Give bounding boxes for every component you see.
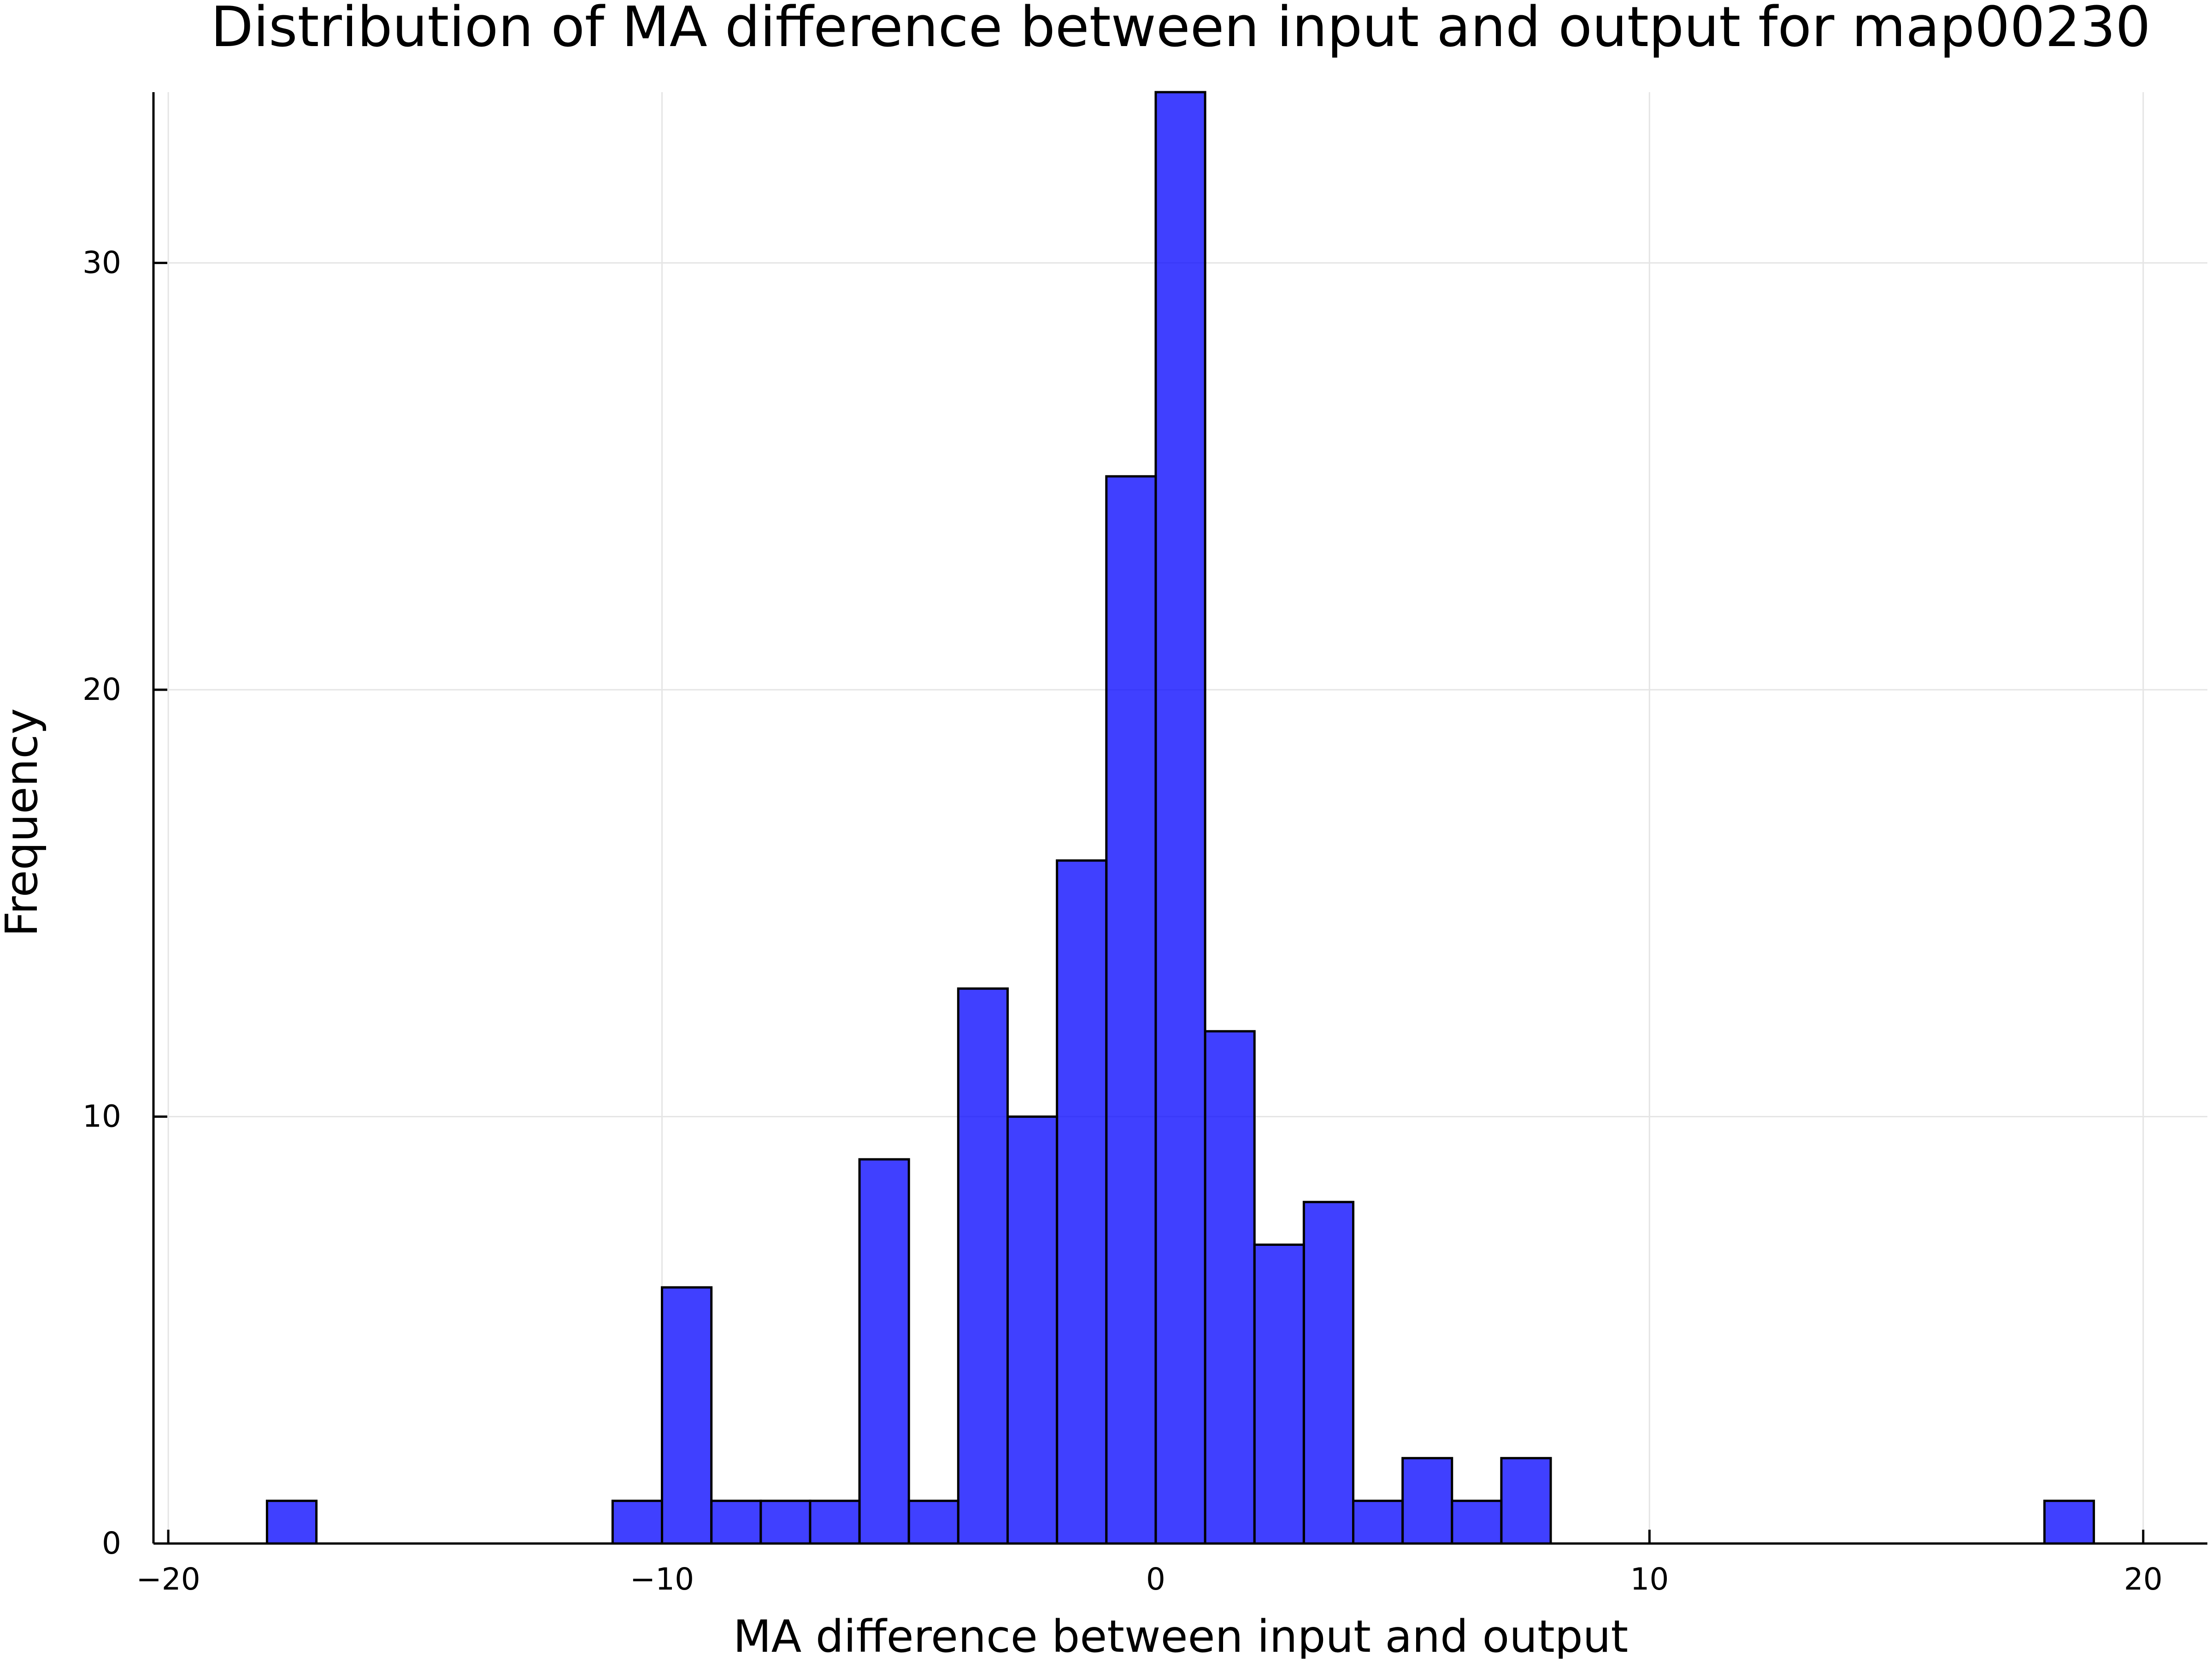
histogram-bar bbox=[661, 1286, 713, 1545]
x-tick-label: −10 bbox=[630, 1561, 694, 1597]
histogram-bar bbox=[611, 1499, 664, 1545]
histogram-bar bbox=[1253, 1243, 1305, 1545]
histogram-bar bbox=[1500, 1457, 1552, 1545]
histogram-bar bbox=[1006, 1115, 1059, 1545]
x-tick-label: 0 bbox=[1146, 1561, 1165, 1597]
y-tick-label: 20 bbox=[82, 672, 121, 707]
histogram-bar bbox=[1451, 1499, 1503, 1545]
histogram-bar bbox=[1056, 859, 1108, 1545]
chart-title: Distribution of MA difference between in… bbox=[211, 0, 2151, 59]
histogram-bar bbox=[809, 1499, 861, 1545]
histogram-bar bbox=[1154, 91, 1206, 1545]
y-axis-label: Frequency bbox=[0, 708, 47, 937]
axes bbox=[152, 92, 2207, 1545]
y-ticks: 0 10 20 30 bbox=[82, 245, 167, 1561]
histogram-bar bbox=[2043, 1499, 2095, 1545]
histogram-bar bbox=[1302, 1201, 1354, 1545]
histogram-bar bbox=[957, 987, 1009, 1545]
histogram-bar bbox=[1105, 475, 1157, 1545]
x-tick-label: 10 bbox=[1630, 1561, 1669, 1597]
y-tick-label: 10 bbox=[82, 1099, 121, 1134]
y-tick-label: 0 bbox=[102, 1526, 121, 1561]
x-tick-label: 20 bbox=[2124, 1561, 2163, 1597]
histogram-bar bbox=[1401, 1457, 1453, 1545]
y-tick-label: 30 bbox=[82, 245, 121, 281]
histogram-bar bbox=[1204, 1030, 1256, 1545]
histogram-bar bbox=[907, 1499, 959, 1545]
x-ticks: −20 −10 0 10 20 bbox=[136, 1530, 2163, 1597]
histogram-bar bbox=[1352, 1499, 1404, 1545]
histogram-bars bbox=[265, 91, 2095, 1545]
histogram-bar bbox=[759, 1499, 812, 1545]
histogram-bar bbox=[710, 1499, 762, 1545]
x-tick-label: −20 bbox=[136, 1561, 200, 1597]
histogram-bar bbox=[858, 1158, 910, 1545]
histogram-bar bbox=[265, 1499, 318, 1545]
x-axis-label: MA difference between input and output bbox=[733, 1611, 1628, 1659]
